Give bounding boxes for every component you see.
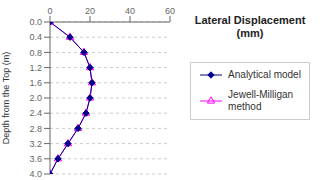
- svg-text:20: 20: [85, 6, 95, 16]
- svg-text:2.4: 2.4: [29, 108, 42, 118]
- svg-text:1.2: 1.2: [29, 63, 42, 73]
- svg-text:3.6: 3.6: [29, 154, 42, 164]
- svg-text:0.0: 0.0: [29, 17, 42, 27]
- svg-text:3.2: 3.2: [29, 139, 42, 149]
- svg-text:2.0: 2.0: [29, 93, 42, 103]
- svg-text:40: 40: [125, 6, 135, 16]
- html-text:Jewell-Milligan method: Jewell-Milligan method: [228, 89, 294, 112]
- svg-text:60: 60: [165, 6, 175, 16]
- html-text:Lateral Displacement (mm): Lateral Displacement (mm): [194, 14, 306, 39]
- html-text:Analytical model: Analytical model: [228, 69, 301, 80]
- svg-text:0: 0: [47, 6, 52, 16]
- svg-text:1.6: 1.6: [29, 78, 42, 88]
- svg-text:2.8: 2.8: [29, 124, 42, 134]
- svg-text:0.4: 0.4: [29, 32, 42, 42]
- svg-text:0.8: 0.8: [29, 48, 42, 58]
- svg-text:4.0: 4.0: [29, 169, 42, 179]
- svg-text:Depth from the Top (m): Depth from the Top (m): [8, 52, 11, 144]
